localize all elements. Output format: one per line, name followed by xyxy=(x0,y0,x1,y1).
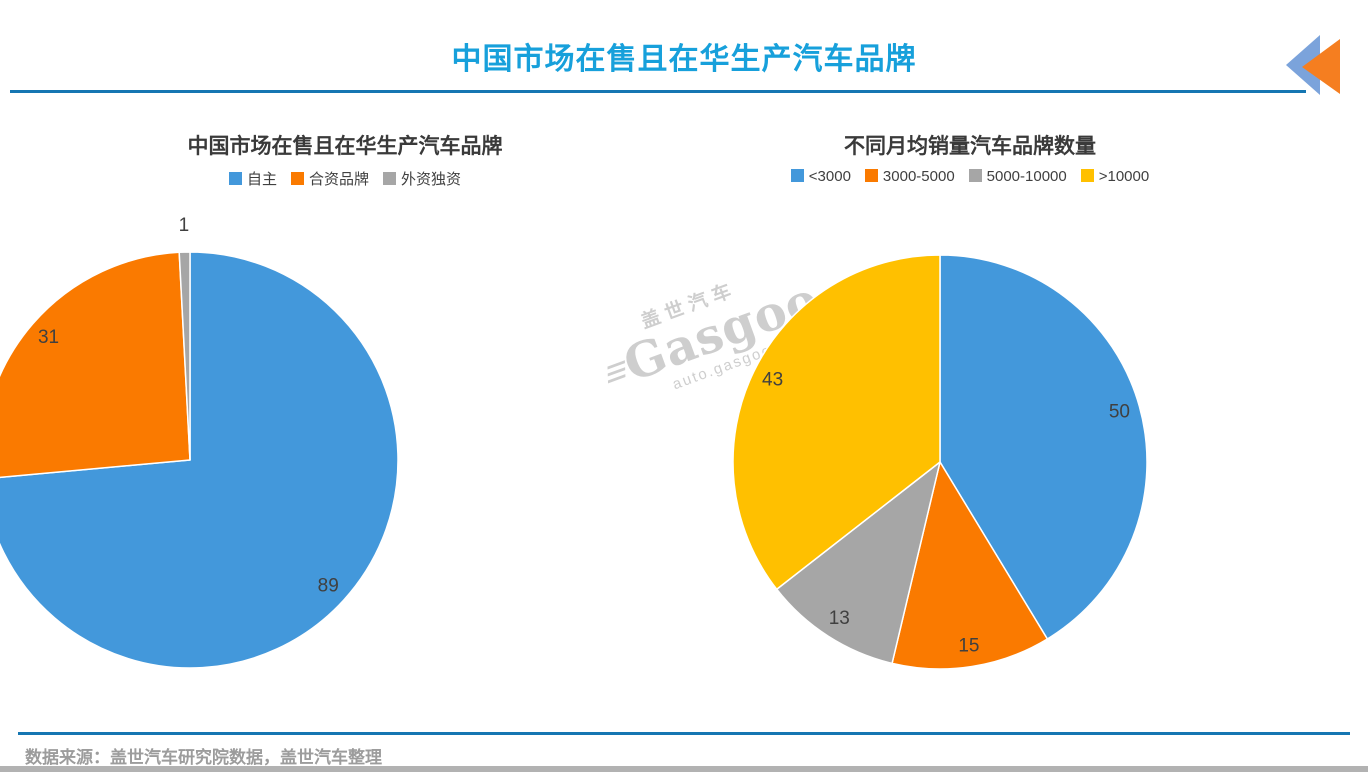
legend-swatch-icon xyxy=(790,169,804,182)
pie-slice xyxy=(0,251,191,479)
header-divider xyxy=(10,90,1306,93)
pie: 89 31 1 xyxy=(0,215,399,669)
legend-swatch-icon xyxy=(228,172,242,185)
data-label: 1 xyxy=(179,215,190,236)
legend-item: 自主 xyxy=(228,168,277,189)
pie-slice xyxy=(0,251,399,669)
footer-divider xyxy=(18,732,1350,735)
legend-swatch-icon xyxy=(968,169,982,182)
legend-label: 合资品牌 xyxy=(308,171,369,188)
legend-item: 外资独资 xyxy=(383,168,461,189)
data-label: 15 xyxy=(958,636,979,657)
legend-label: 5000-10000 xyxy=(986,168,1067,185)
pie-slice xyxy=(732,254,941,590)
legend-item: 3000-5000 xyxy=(864,168,955,185)
gasgoo-logo-icon xyxy=(1286,35,1340,95)
bottom-bar xyxy=(0,766,1368,772)
data-source-note: 数据来源：盖世汽车研究院数据，盖世汽车整理 xyxy=(25,748,382,767)
pie-slice xyxy=(891,461,1049,670)
legend: <3000 3000-5000 5000-10000 >10000 xyxy=(720,168,1220,185)
pie-slice xyxy=(178,251,191,461)
legend-item: 5000-10000 xyxy=(968,168,1067,185)
legend-swatch-icon xyxy=(1080,169,1094,182)
data-label: 50 xyxy=(1109,401,1130,422)
legend-item: 合资品牌 xyxy=(290,168,369,189)
legend-item: <3000 xyxy=(790,168,851,185)
pie-slice xyxy=(939,254,1148,640)
pie-slice xyxy=(775,461,941,665)
page-title: 中国市场在售且在华生产汽车品牌 xyxy=(451,43,917,76)
legend-item: >10000 xyxy=(1080,168,1150,185)
legend-label: <3000 xyxy=(808,168,851,185)
data-label: 43 xyxy=(762,370,783,391)
legend-label: 外资独资 xyxy=(401,171,462,188)
pie: 50 15 13 43 xyxy=(732,254,1148,670)
logo-orange-triangle xyxy=(1302,39,1340,94)
data-label: 31 xyxy=(38,327,59,348)
chart-title: 不同月均销量汽车品牌数量 xyxy=(844,135,1096,158)
watermark-bars-icon: ≡ xyxy=(605,346,628,399)
legend-swatch-icon xyxy=(290,172,304,185)
data-label: 13 xyxy=(829,608,850,629)
legend-swatch-icon xyxy=(383,172,396,185)
legend-label: 3000-5000 xyxy=(882,168,955,185)
legend-label: >10000 xyxy=(1098,168,1150,185)
data-label: 89 xyxy=(318,576,339,597)
legend-swatch-icon xyxy=(864,169,878,182)
legend: 自主 合资品牌 外资独资 xyxy=(95,168,595,189)
legend-label: 自主 xyxy=(246,171,277,188)
logo-blue-triangle xyxy=(1286,35,1320,95)
chart-title: 中国市场在售且在华生产汽车品牌 xyxy=(187,135,503,158)
